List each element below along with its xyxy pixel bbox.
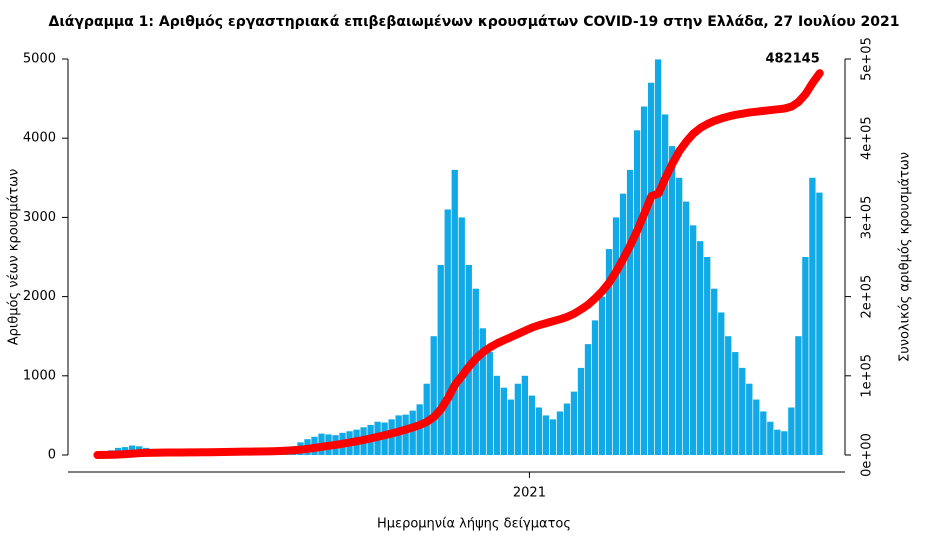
bar: [500, 387, 507, 455]
bar: [542, 415, 550, 455]
bar: [570, 391, 578, 455]
bar: [718, 312, 725, 455]
y2-tick-label: 1e+05: [860, 354, 875, 398]
bar: [626, 169, 634, 455]
x-tick-label: 2021: [513, 486, 546, 501]
bar: [732, 352, 739, 455]
y-tick-label: 2000: [23, 289, 56, 304]
y2-tick-label: 0e+00: [860, 433, 875, 477]
bar: [647, 82, 655, 455]
bar: [458, 217, 465, 455]
bar: [528, 395, 536, 455]
y2-tick-label: 2e+05: [860, 275, 875, 319]
bar: [535, 407, 543, 455]
bar: [416, 404, 423, 455]
bar: [591, 320, 599, 455]
bar: [739, 367, 746, 455]
y2-tick-label: 5e+05: [860, 37, 875, 81]
bar: [563, 403, 571, 455]
bar: [521, 375, 529, 455]
bar: [809, 177, 816, 456]
bar: [802, 257, 809, 455]
bar: [479, 328, 486, 455]
bar: [472, 288, 479, 455]
bar: [788, 407, 795, 455]
bar: [556, 411, 564, 455]
bar: [753, 399, 760, 455]
bar: [760, 411, 767, 455]
y2-axis-title: Συνολικός αριθμός κρουσμάτων: [898, 152, 913, 362]
bar: [465, 264, 472, 455]
bar: [711, 288, 718, 455]
chart-title: Διάγραμμα 1: Αριθμός εργαστηριακά επιβεβ…: [48, 14, 899, 30]
bar: [430, 336, 437, 455]
bar: [437, 264, 444, 455]
y-tick-label: 0: [48, 448, 56, 463]
bar: [654, 59, 662, 456]
bar: [675, 177, 683, 456]
bar: [725, 336, 732, 455]
bar: [577, 367, 585, 455]
bar: [640, 106, 648, 456]
bar: [697, 241, 704, 455]
bar: [402, 414, 409, 455]
y-tick-label: 4000: [23, 131, 56, 146]
y-tick-label: 1000: [23, 368, 56, 383]
bar: [444, 209, 451, 455]
y-tick-label: 5000: [23, 52, 56, 67]
bar: [409, 410, 416, 455]
bar: [619, 193, 627, 455]
bar: [704, 257, 711, 455]
bar: [605, 249, 613, 455]
bar: [507, 399, 515, 455]
bar: [549, 419, 557, 455]
bar: [781, 431, 788, 455]
bar: [584, 344, 592, 455]
bar: [451, 169, 458, 455]
bar: [795, 336, 802, 455]
bar: [493, 375, 500, 455]
y2-tick-label: 3e+05: [860, 196, 875, 240]
bar: [690, 225, 697, 455]
x-axis-title: Ημερομηνία λήψης δείγματος: [377, 517, 571, 532]
cumulative-line: [93, 69, 824, 459]
y-axis-title: Αριθμός νέων κρουσμάτων: [7, 169, 22, 346]
bar: [612, 217, 620, 455]
bar: [683, 201, 690, 455]
bar: [598, 296, 606, 455]
bar: [514, 383, 522, 455]
bar: [816, 192, 823, 455]
bar: [661, 114, 669, 455]
bar: [746, 383, 753, 455]
y2-tick-label: 4e+05: [860, 116, 875, 160]
data-label: 482145: [765, 52, 819, 67]
bar: [767, 421, 774, 455]
bar: [486, 352, 493, 455]
bar: [774, 429, 781, 455]
y-tick-label: 3000: [23, 210, 56, 225]
bar: [668, 146, 676, 455]
bar: [633, 130, 641, 455]
